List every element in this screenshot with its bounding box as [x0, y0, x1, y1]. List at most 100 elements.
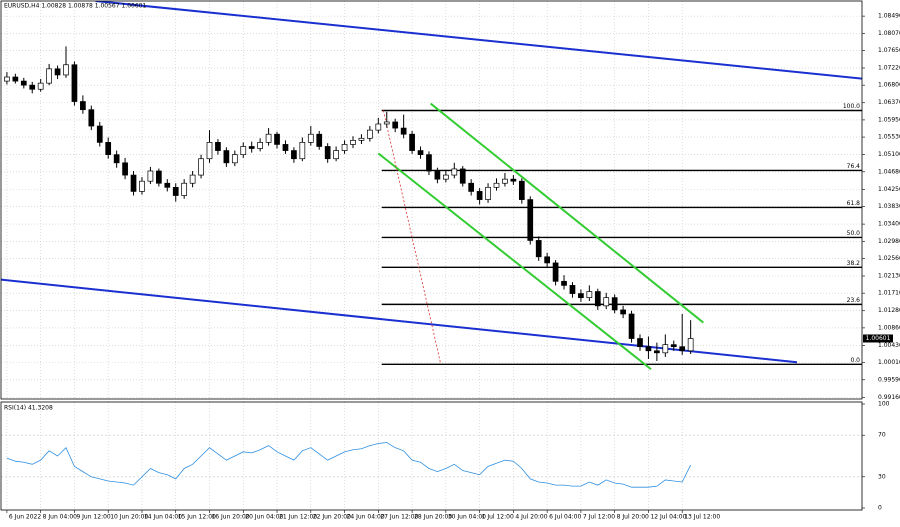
- candle-body: [645, 346, 652, 352]
- last-price-label: 1.00601: [866, 335, 891, 342]
- candle-body: [569, 285, 576, 294]
- candle-body: [189, 174, 196, 184]
- candle-body: [561, 280, 567, 286]
- candle-body: [375, 123, 382, 131]
- candle-body: [434, 170, 441, 180]
- candle-body: [485, 186, 491, 200]
- candle-body: [594, 291, 601, 307]
- candle-body: [156, 170, 162, 184]
- y-tick-label: 30: [878, 473, 886, 480]
- x-tick-label: 16 Jun 20:00: [211, 514, 249, 521]
- x-tick-label: 21 Jun 12:00: [279, 514, 317, 521]
- y-tick-label: 1.04680: [878, 168, 900, 175]
- candle-body: [628, 313, 635, 339]
- candle-body: [417, 150, 424, 155]
- candle-body: [383, 121, 390, 125]
- candle-body: [54, 68, 61, 76]
- candle-body: [535, 240, 542, 258]
- y-tick-label: 1.02130: [878, 273, 900, 280]
- fib-label: 23.6: [847, 297, 861, 304]
- main-frame: [0, 0, 863, 400]
- candle-body: [341, 144, 348, 151]
- candle-body: [544, 256, 550, 264]
- candle-body: [164, 182, 171, 188]
- chart-title: EURUSD,H4 1.00828 1.00878 1.00567 1.0060…: [4, 3, 146, 10]
- candle-body: [358, 137, 365, 141]
- x-tick-label: 6 Jul 04:00: [549, 514, 581, 521]
- candle-body: [63, 64, 69, 76]
- x-tick-label: 24 Jun 04:00: [347, 514, 385, 521]
- candle-body: [231, 154, 238, 164]
- candle-body: [552, 262, 559, 282]
- trendline: [377, 152, 652, 370]
- candle-body: [670, 344, 677, 348]
- rsi-title: RSI(14) 41.3208: [4, 405, 53, 412]
- candle-body: [122, 162, 128, 176]
- candle-body: [240, 146, 247, 155]
- candle-body: [274, 133, 280, 145]
- candle-body: [451, 168, 458, 176]
- y-tick-label: 100: [878, 401, 890, 408]
- x-tick-label: 9 Jun 12:00: [76, 514, 110, 521]
- x-tick-label: 14 Jun 04:00: [144, 514, 182, 521]
- y-tick-label: 1.07220: [878, 65, 900, 72]
- candle-body: [350, 139, 356, 145]
- candle-body: [662, 344, 669, 354]
- candle-body: [502, 178, 508, 184]
- y-tick-label: 1.06370: [878, 99, 900, 106]
- y-tick-label: 1.06800: [878, 82, 900, 89]
- x-tick-label: 7 Jul 12:00: [583, 514, 615, 521]
- y-tick-label: 1.08070: [878, 30, 900, 37]
- x-tick-label: 1 Jul 12:00: [482, 514, 514, 521]
- candle-body: [282, 144, 289, 151]
- candle-body: [172, 186, 179, 196]
- x-tick-label: 8 Jul 20:00: [617, 514, 649, 521]
- candle-body: [459, 168, 466, 184]
- fib-label: 38.2: [847, 260, 861, 267]
- x-tick-label: 6 Jun 2022: [9, 514, 41, 521]
- candle-body: [687, 338, 694, 352]
- candle-body: [527, 199, 534, 241]
- y-tick-label: 1.00860: [878, 324, 900, 331]
- x-tick-label: 20 Jun 04:00: [245, 514, 283, 521]
- candle-body: [198, 158, 204, 176]
- candle-body: [426, 154, 432, 172]
- x-tick-label: 27 Jun 12:00: [380, 514, 418, 521]
- fib-label: 61.8: [847, 200, 861, 207]
- y-tick-label: 1.05950: [878, 116, 900, 123]
- y-tick-label: 1.04250: [878, 186, 900, 193]
- candle-body: [12, 76, 19, 82]
- x-tick-label: 4 Jul 20:00: [515, 514, 547, 521]
- candle-body: [248, 146, 255, 149]
- candle-body: [105, 142, 112, 155]
- candle-body: [113, 154, 120, 164]
- candle-body: [80, 101, 86, 111]
- y-tick-label: 1.01710: [878, 290, 900, 297]
- main-plot: 100.0 76.4 61.8 50.0 38.2 23.6 0.0: [1, 1, 862, 399]
- x-tick-label: 12 Jul 04:00: [650, 514, 686, 521]
- candle-body: [147, 170, 154, 182]
- candle-body: [46, 68, 52, 84]
- candle-body: [215, 142, 221, 151]
- candle-body: [316, 133, 323, 147]
- candle-body: [400, 127, 407, 135]
- y-tick-label: 1.07650: [878, 47, 900, 54]
- candle-body: [620, 309, 626, 315]
- candle-body: [265, 133, 272, 143]
- candle-body: [603, 297, 610, 307]
- x-tick-label: 28 Jun 20:00: [414, 514, 452, 521]
- candle-body: [586, 291, 593, 299]
- candle-body: [223, 150, 230, 164]
- trendline: [382, 110, 442, 365]
- y-tick-label: 1.08490: [878, 13, 900, 20]
- candle-body: [4, 76, 10, 82]
- fib-label: 50.0: [847, 230, 861, 237]
- candle-body: [307, 133, 314, 143]
- candle-body: [291, 150, 297, 160]
- x-tick-label: 13 Jul 12:00: [684, 514, 720, 521]
- rsi-plot: [1, 402, 862, 510]
- candle-body: [654, 350, 660, 354]
